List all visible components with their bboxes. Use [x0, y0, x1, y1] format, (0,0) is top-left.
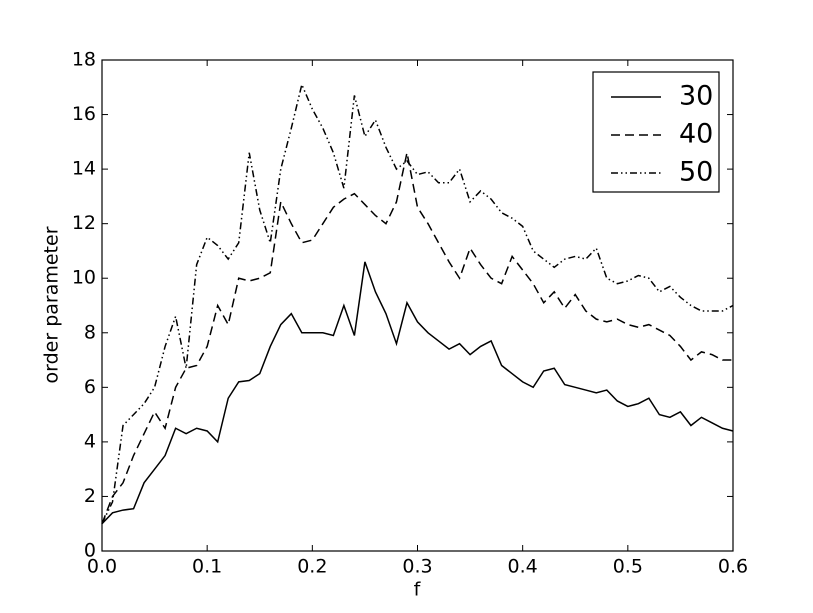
- series-line: [101, 152, 733, 524]
- y-tick-label: 2: [84, 485, 96, 507]
- y-tick-label: 4: [84, 430, 96, 452]
- x-tick-label: 0.6: [718, 556, 748, 578]
- y-tick-label: 0: [84, 540, 96, 562]
- x-tick-label: 0.4: [508, 556, 538, 578]
- y-tick-label: 14: [72, 158, 96, 180]
- x-tick-label: 0.0: [87, 556, 117, 578]
- series-line: [101, 261, 734, 525]
- x-tick-label: 0.2: [297, 556, 327, 578]
- legend-label: 50: [679, 157, 713, 188]
- x-tick-label: 0.1: [192, 556, 222, 578]
- y-tick-label: 18: [72, 49, 96, 71]
- y-tick-label: 12: [72, 212, 96, 234]
- y-tick-label: 16: [72, 103, 96, 125]
- x-tick-label: 0.3: [402, 556, 432, 578]
- y-tick-label: 6: [84, 376, 96, 398]
- x-axis-label: f: [414, 579, 422, 601]
- y-axis-label: order parameter: [41, 226, 63, 383]
- plot-frame: [101, 59, 734, 552]
- legend-box: [592, 71, 720, 193]
- y-tick-label: 8: [84, 321, 96, 343]
- legend-label: 30: [679, 81, 713, 112]
- legend-label: 40: [679, 119, 713, 150]
- x-tick-label: 0.5: [613, 556, 643, 578]
- y-tick-label: 10: [72, 267, 96, 289]
